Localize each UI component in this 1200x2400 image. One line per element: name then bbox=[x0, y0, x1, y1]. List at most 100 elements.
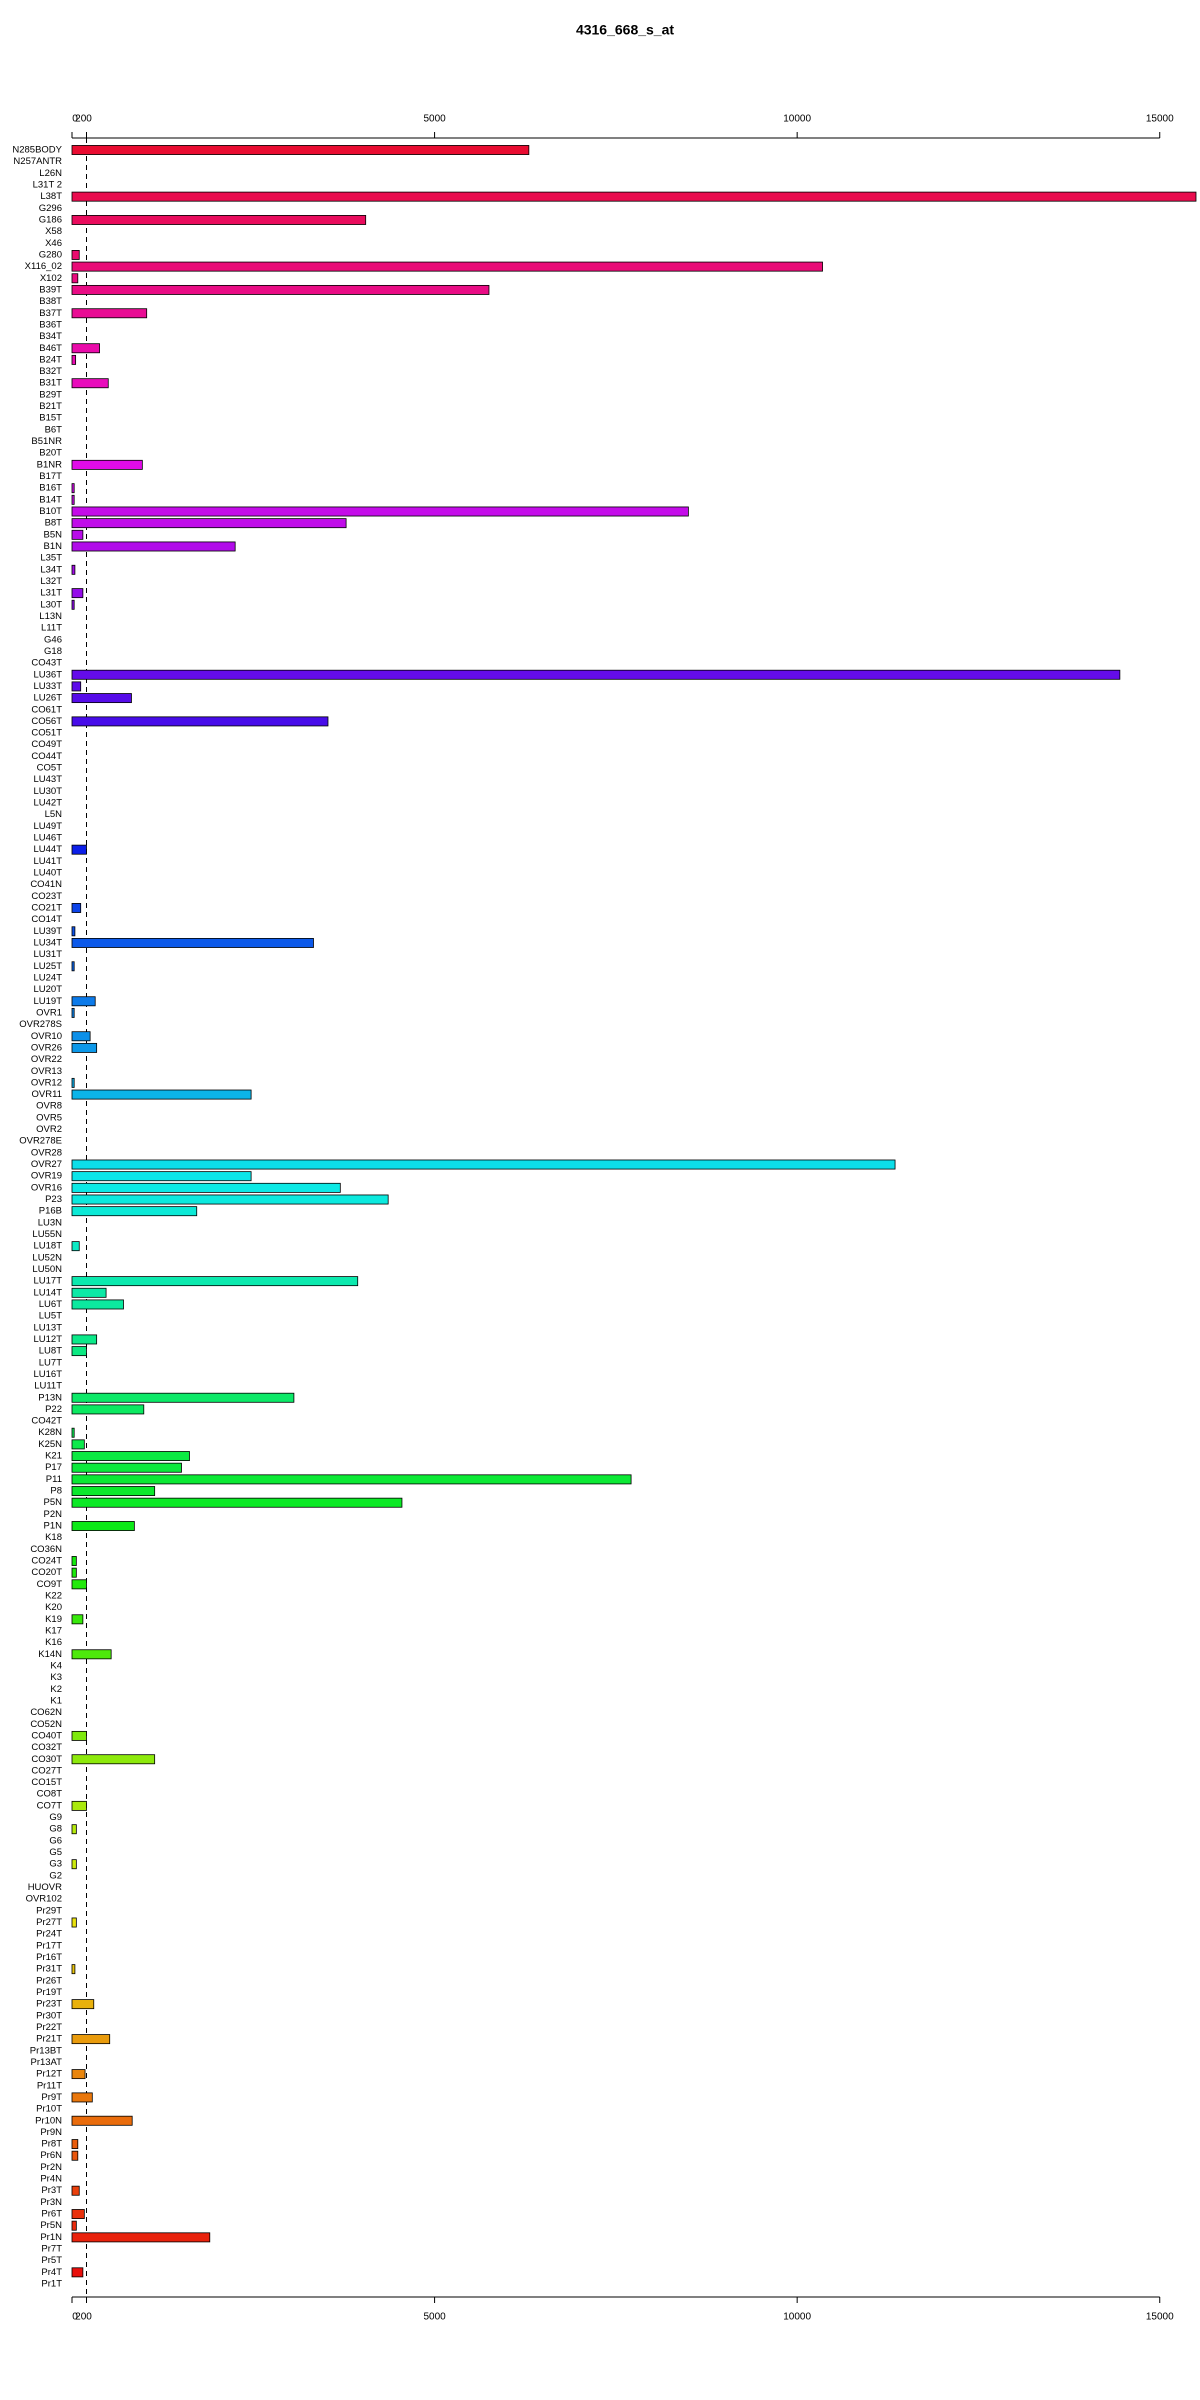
bar bbox=[71, 250, 80, 260]
y-tick-label: LU26T bbox=[33, 693, 62, 704]
y-tick-label: K1 bbox=[50, 1695, 62, 1706]
y-tick-label: G6 bbox=[49, 1835, 62, 1846]
y-tick-label: K19 bbox=[45, 1614, 62, 1625]
y-tick-label: CO49T bbox=[31, 739, 62, 750]
y-tick-label: LU30T bbox=[33, 786, 62, 797]
x-tick-label: 0 bbox=[72, 114, 78, 125]
bar bbox=[71, 716, 329, 727]
bar bbox=[71, 2209, 85, 2219]
y-tick-label: CO27T bbox=[31, 1765, 62, 1776]
bar bbox=[71, 1276, 359, 1287]
y-tick-label: Pr4T bbox=[41, 2267, 62, 2278]
bar bbox=[71, 996, 96, 1007]
y-tick-label: Pr10T bbox=[36, 2104, 62, 2115]
bar bbox=[71, 1451, 190, 1462]
y-tick-label: Pr26T bbox=[36, 1975, 62, 1986]
bar bbox=[71, 2220, 77, 2231]
y-tick-label: LU24T bbox=[33, 972, 62, 983]
y-tick-label: K4 bbox=[50, 1660, 62, 1671]
bar bbox=[71, 1754, 156, 1765]
bar bbox=[71, 1404, 145, 1415]
y-tick-label: Pr5N bbox=[40, 2220, 62, 2231]
bar bbox=[71, 1031, 91, 1042]
y-tick-label: Pr6N bbox=[40, 2150, 62, 2161]
y-tick-label: B16T bbox=[39, 483, 62, 494]
y-tick-label: G280 bbox=[39, 249, 62, 260]
y-tick-label: LU43T bbox=[33, 774, 62, 785]
bar bbox=[71, 378, 109, 389]
y-tick-label: LU41T bbox=[33, 856, 62, 867]
y-tick-label: B15T bbox=[39, 413, 62, 424]
y-tick-label: L32T bbox=[40, 576, 62, 587]
y-tick-label: OVR11 bbox=[32, 1089, 62, 1100]
bar bbox=[71, 1579, 87, 1590]
y-tick-label: Pr27T bbox=[36, 1917, 62, 1928]
bar bbox=[71, 1439, 85, 1450]
bar bbox=[71, 1159, 896, 1170]
y-tick-label: OVR278S bbox=[19, 1019, 62, 1030]
y-tick-label: K18 bbox=[45, 1532, 62, 1543]
bar bbox=[71, 1206, 198, 1217]
bar bbox=[71, 494, 75, 505]
bar bbox=[71, 541, 236, 552]
bar bbox=[71, 529, 84, 540]
y-tick-label: X46 bbox=[45, 238, 62, 249]
bar bbox=[71, 1334, 98, 1345]
bar bbox=[71, 145, 530, 155]
y-tick-label: CO21T bbox=[31, 902, 62, 913]
y-tick-label: CO9T bbox=[37, 1579, 63, 1590]
y-tick-label: LU3N bbox=[38, 1217, 62, 1228]
bar bbox=[71, 1999, 95, 2010]
y-tick-label: P13N bbox=[38, 1392, 62, 1403]
y-tick-label: LU14T bbox=[33, 1287, 62, 1298]
bar bbox=[71, 273, 79, 284]
bar bbox=[71, 1917, 77, 1928]
y-tick-label: P16B bbox=[39, 1206, 62, 1217]
y-tick-label: K28N bbox=[38, 1427, 62, 1438]
bar bbox=[71, 1614, 84, 1625]
y-tick-label: LU34T bbox=[33, 937, 62, 948]
y-tick-label: P23 bbox=[45, 1194, 62, 1205]
y-tick-label: P2N bbox=[44, 1509, 63, 1520]
bar bbox=[71, 506, 689, 517]
bar bbox=[71, 1077, 75, 1088]
y-tick-label: LU13T bbox=[33, 1322, 62, 1333]
y-tick-label: Pr31T bbox=[36, 1964, 62, 1975]
y-tick-label: CO8T bbox=[37, 1789, 63, 1800]
y-tick-label: OVR102 bbox=[26, 1894, 62, 1905]
y-tick-label: B31T bbox=[39, 378, 62, 389]
x-tick-label: 5000 bbox=[423, 114, 446, 125]
y-tick-label: CO61T bbox=[31, 704, 62, 715]
y-tick-label: Pr17T bbox=[36, 1940, 62, 1951]
y-tick-label: Pr9T bbox=[41, 2092, 62, 2103]
y-tick-label: OVR10 bbox=[31, 1031, 62, 1042]
y-tick-label: CO7T bbox=[37, 1800, 63, 1811]
y-tick-label: G9 bbox=[49, 1812, 62, 1823]
y-tick-label: LU42T bbox=[33, 798, 62, 809]
y-tick-label: CO24T bbox=[31, 1556, 62, 1567]
bar bbox=[71, 1194, 389, 1205]
y-tick-label: P22 bbox=[45, 1404, 62, 1415]
x-tick-label: 200 bbox=[75, 114, 92, 125]
y-tick-label: LU39T bbox=[33, 926, 62, 937]
bar bbox=[71, 354, 77, 365]
x-tick-label: 10000 bbox=[783, 114, 811, 125]
bar bbox=[71, 938, 314, 948]
y-tick-label: G8 bbox=[49, 1824, 62, 1835]
y-tick-label: LU16T bbox=[33, 1369, 62, 1380]
y-tick-label: B34T bbox=[39, 331, 62, 342]
y-tick-label: LU36T bbox=[33, 669, 62, 680]
bar bbox=[71, 2232, 211, 2243]
x-tick-label: 5000 bbox=[423, 2312, 446, 2323]
bar bbox=[71, 2267, 84, 2278]
y-tick-label: B8T bbox=[45, 518, 63, 529]
y-tick-label: L26N bbox=[39, 168, 62, 179]
y-tick-label: LU7T bbox=[39, 1357, 62, 1368]
y-tick-label: LU17T bbox=[33, 1276, 62, 1287]
y-tick-label: Pr13BT bbox=[30, 2045, 62, 2056]
y-tick-label: Pr5T bbox=[41, 2255, 62, 2266]
y-tick-label: Pr12T bbox=[36, 2069, 62, 2080]
bar bbox=[71, 1649, 112, 1660]
y-tick-label: CO62N bbox=[30, 1707, 62, 1718]
y-tick-label: LU52N bbox=[32, 1252, 62, 1263]
